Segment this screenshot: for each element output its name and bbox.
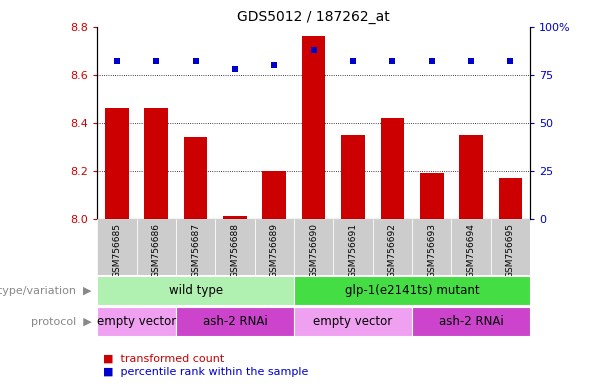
Bar: [341, 135, 365, 219]
Text: GSM756690: GSM756690: [309, 223, 318, 278]
Bar: [420, 173, 444, 219]
Bar: [373, 219, 412, 275]
Point: [112, 58, 121, 65]
Bar: [254, 219, 294, 275]
Point: [309, 47, 319, 53]
Text: ■  percentile rank within the sample: ■ percentile rank within the sample: [103, 367, 309, 377]
Point: [466, 58, 476, 65]
Title: GDS5012 / 187262_at: GDS5012 / 187262_at: [237, 10, 390, 25]
Bar: [294, 307, 412, 336]
Text: GSM756689: GSM756689: [270, 223, 279, 278]
Bar: [105, 109, 128, 219]
Point: [270, 62, 279, 68]
Bar: [412, 307, 530, 336]
Bar: [176, 219, 215, 275]
Point: [427, 58, 436, 65]
Text: GSM756686: GSM756686: [152, 223, 161, 278]
Bar: [459, 135, 483, 219]
Bar: [97, 276, 294, 305]
Bar: [499, 178, 522, 219]
Bar: [176, 307, 294, 336]
Text: GSM756692: GSM756692: [388, 223, 397, 278]
Bar: [223, 217, 247, 219]
Text: GSM756688: GSM756688: [230, 223, 240, 278]
Point: [191, 58, 200, 65]
Bar: [97, 219, 137, 275]
Bar: [184, 137, 207, 219]
Text: genotype/variation  ▶: genotype/variation ▶: [0, 286, 91, 296]
Text: empty vector: empty vector: [97, 315, 176, 328]
Text: GSM756695: GSM756695: [506, 223, 515, 278]
Point: [348, 58, 358, 65]
Text: empty vector: empty vector: [313, 315, 393, 328]
Text: glp-1(e2141ts) mutant: glp-1(e2141ts) mutant: [345, 285, 479, 297]
Text: ■  transformed count: ■ transformed count: [103, 354, 224, 364]
Bar: [412, 219, 451, 275]
Point: [230, 66, 240, 72]
Text: wild type: wild type: [168, 285, 223, 297]
Text: protocol  ▶: protocol ▶: [31, 316, 91, 327]
Point: [506, 58, 515, 65]
Bar: [302, 36, 326, 219]
Bar: [97, 307, 176, 336]
Bar: [333, 219, 373, 275]
Text: GSM756694: GSM756694: [466, 223, 475, 278]
Text: GSM756685: GSM756685: [112, 223, 121, 278]
Text: GSM756687: GSM756687: [191, 223, 200, 278]
Bar: [380, 118, 404, 219]
Bar: [263, 171, 286, 219]
Bar: [294, 219, 333, 275]
Point: [388, 58, 397, 65]
Bar: [491, 219, 530, 275]
Bar: [451, 219, 491, 275]
Text: ash-2 RNAi: ash-2 RNAi: [439, 315, 504, 328]
Point: [151, 58, 161, 65]
Text: ash-2 RNAi: ash-2 RNAi: [203, 315, 267, 328]
Text: GSM756691: GSM756691: [349, 223, 358, 278]
Bar: [215, 219, 254, 275]
Bar: [144, 109, 168, 219]
Bar: [137, 219, 176, 275]
Text: GSM756693: GSM756693: [427, 223, 436, 278]
Bar: [294, 276, 530, 305]
